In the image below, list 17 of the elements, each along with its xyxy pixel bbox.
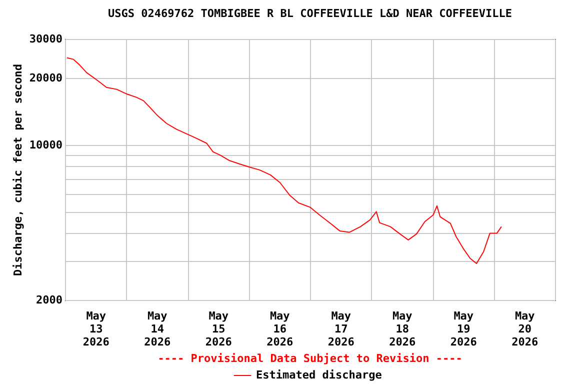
y-axis-title: Discharge, cubic feet per second [11, 64, 24, 276]
x-tick-label: May 14 2026 [144, 310, 171, 348]
legend-label: Estimated discharge [256, 368, 382, 382]
y-tick-label: 30000 [29, 32, 62, 46]
x-tick-label: May 20 2026 [512, 310, 538, 348]
x-tick-label: May 16 2026 [266, 310, 294, 348]
x-tick-label: May 13 2026 [82, 310, 110, 348]
x-tick-label: May 17 2026 [328, 310, 355, 348]
y-tick-label: 10000 [29, 138, 62, 152]
y-tick-label: 20000 [29, 72, 62, 85]
x-tick-label: May 19 2026 [450, 310, 478, 348]
line-series [66, 57, 502, 264]
x-tick-label: May 15 2026 [205, 310, 232, 348]
text: ---- Provisional Data Subject to Revision ---- [158, 352, 462, 365]
x-tick-label: May 18 2026 [389, 310, 416, 348]
y-tick-label: 2000 [36, 294, 62, 306]
chart-title: USGS 02469762 TOMBIGBEE R BL COFFEEVILLE L&D NEAR COFFEEVILLE [108, 7, 512, 20]
